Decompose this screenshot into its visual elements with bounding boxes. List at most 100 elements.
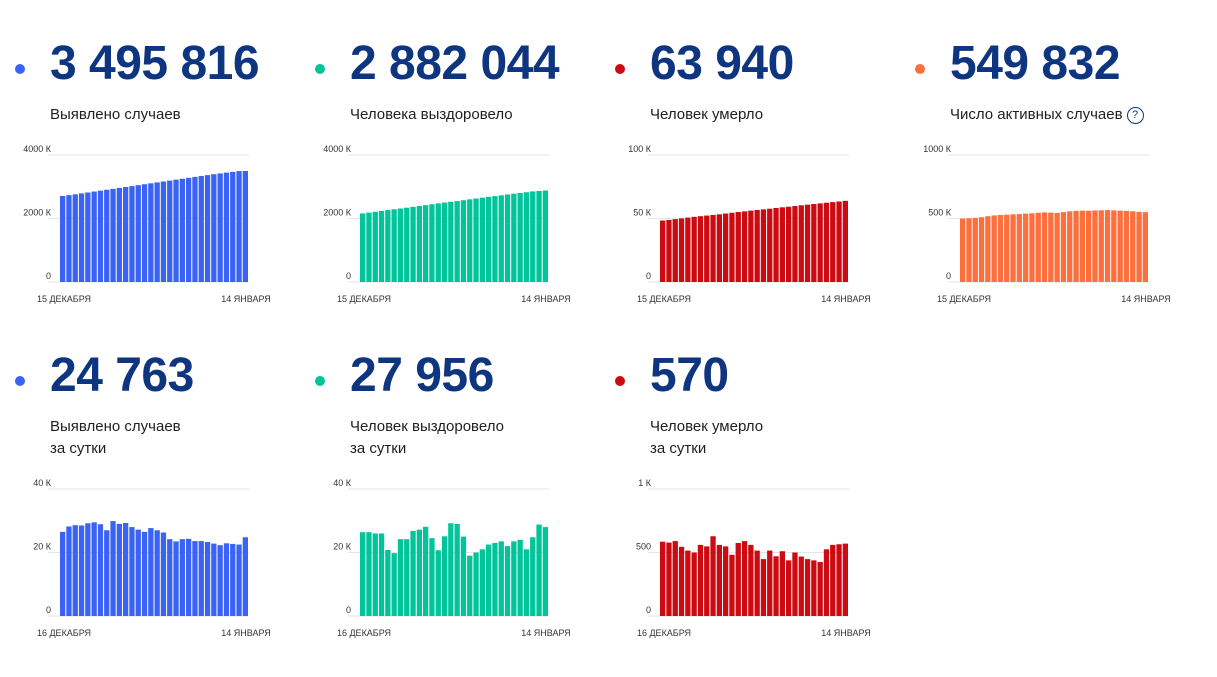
bar[interactable] bbox=[991, 215, 997, 282]
bar[interactable] bbox=[498, 541, 504, 616]
bar[interactable] bbox=[1142, 212, 1148, 282]
bar[interactable] bbox=[204, 175, 211, 282]
bar[interactable] bbox=[242, 537, 248, 616]
bar[interactable] bbox=[423, 205, 429, 282]
bar[interactable] bbox=[1086, 210, 1092, 282]
bar[interactable] bbox=[823, 549, 830, 616]
bar[interactable] bbox=[173, 541, 179, 616]
bar[interactable] bbox=[110, 188, 116, 282]
bar[interactable] bbox=[754, 209, 760, 282]
bar[interactable] bbox=[1136, 211, 1142, 282]
bar[interactable] bbox=[972, 217, 978, 282]
bar[interactable] bbox=[842, 543, 848, 616]
bar[interactable] bbox=[429, 538, 435, 616]
bar[interactable] bbox=[530, 537, 536, 616]
bar[interactable] bbox=[135, 185, 141, 282]
bar[interactable] bbox=[372, 211, 378, 282]
bar[interactable] bbox=[517, 539, 523, 616]
bar[interactable] bbox=[179, 539, 185, 616]
bar[interactable] bbox=[66, 195, 72, 282]
bar[interactable] bbox=[148, 183, 154, 282]
bar[interactable] bbox=[385, 549, 391, 616]
bar[interactable] bbox=[85, 523, 91, 616]
bar[interactable] bbox=[517, 192, 523, 282]
bar[interactable] bbox=[823, 202, 830, 282]
bar[interactable] bbox=[779, 551, 785, 616]
bar[interactable] bbox=[360, 213, 366, 282]
bar[interactable] bbox=[1098, 210, 1104, 282]
bar[interactable] bbox=[697, 544, 704, 616]
bar[interactable] bbox=[198, 176, 204, 282]
bar[interactable] bbox=[360, 532, 366, 616]
bar[interactable] bbox=[754, 550, 760, 616]
bar[interactable] bbox=[773, 207, 779, 282]
bar[interactable] bbox=[811, 204, 817, 282]
bar[interactable] bbox=[154, 182, 160, 282]
bar[interactable] bbox=[660, 541, 666, 616]
bar[interactable] bbox=[536, 191, 542, 282]
bar[interactable] bbox=[678, 218, 685, 282]
bar[interactable] bbox=[741, 541, 748, 616]
bar[interactable] bbox=[404, 539, 410, 616]
bar[interactable] bbox=[504, 546, 511, 616]
bar[interactable] bbox=[141, 184, 148, 282]
bar[interactable] bbox=[1029, 213, 1035, 282]
bar[interactable] bbox=[678, 546, 685, 616]
bar[interactable] bbox=[798, 205, 804, 282]
bar[interactable] bbox=[423, 526, 429, 616]
bar[interactable] bbox=[135, 529, 141, 616]
bar[interactable] bbox=[479, 197, 485, 282]
bar[interactable] bbox=[467, 199, 473, 282]
bar[interactable] bbox=[811, 560, 817, 616]
bar[interactable] bbox=[410, 530, 416, 616]
bar[interactable] bbox=[378, 210, 385, 282]
bar[interactable] bbox=[66, 526, 72, 616]
bar[interactable] bbox=[397, 539, 404, 616]
bar[interactable] bbox=[748, 210, 754, 282]
bar[interactable] bbox=[1073, 210, 1079, 282]
bar[interactable] bbox=[523, 192, 530, 282]
bar[interactable] bbox=[792, 206, 798, 282]
bar[interactable] bbox=[691, 216, 697, 282]
bar[interactable] bbox=[804, 204, 811, 282]
bar[interactable] bbox=[110, 521, 116, 616]
bar[interactable] bbox=[1130, 211, 1136, 282]
bar[interactable] bbox=[397, 208, 404, 283]
bar[interactable] bbox=[1010, 214, 1016, 282]
bar[interactable] bbox=[492, 196, 498, 282]
bar[interactable] bbox=[1023, 213, 1029, 282]
bar[interactable] bbox=[123, 187, 129, 282]
bar[interactable] bbox=[542, 527, 548, 616]
bar[interactable] bbox=[441, 202, 448, 282]
bar[interactable] bbox=[960, 218, 966, 283]
bar[interactable] bbox=[60, 196, 66, 282]
bar[interactable] bbox=[129, 186, 135, 282]
bar[interactable] bbox=[385, 210, 391, 282]
bar[interactable] bbox=[804, 559, 811, 616]
bar[interactable] bbox=[836, 544, 842, 616]
bar[interactable] bbox=[72, 525, 78, 616]
bar[interactable] bbox=[116, 187, 122, 282]
bar[interactable] bbox=[978, 217, 985, 282]
bar[interactable] bbox=[773, 556, 779, 616]
bar[interactable] bbox=[378, 533, 385, 616]
bar[interactable] bbox=[710, 536, 716, 616]
bar[interactable] bbox=[204, 542, 211, 616]
bar[interactable] bbox=[779, 207, 785, 282]
bar[interactable] bbox=[1067, 211, 1073, 282]
bar[interactable] bbox=[167, 539, 173, 616]
bar[interactable] bbox=[492, 542, 498, 616]
bar[interactable] bbox=[1016, 214, 1022, 282]
bar[interactable] bbox=[410, 206, 416, 282]
bar[interactable] bbox=[78, 193, 85, 282]
bar[interactable] bbox=[230, 543, 236, 616]
bar[interactable] bbox=[91, 522, 97, 616]
bar[interactable] bbox=[372, 533, 378, 616]
bar[interactable] bbox=[723, 546, 729, 616]
bar[interactable] bbox=[1079, 210, 1085, 282]
bar[interactable] bbox=[786, 206, 792, 282]
bar[interactable] bbox=[148, 528, 154, 616]
bar[interactable] bbox=[217, 173, 223, 282]
bar[interactable] bbox=[404, 207, 410, 282]
bar[interactable] bbox=[186, 177, 192, 282]
